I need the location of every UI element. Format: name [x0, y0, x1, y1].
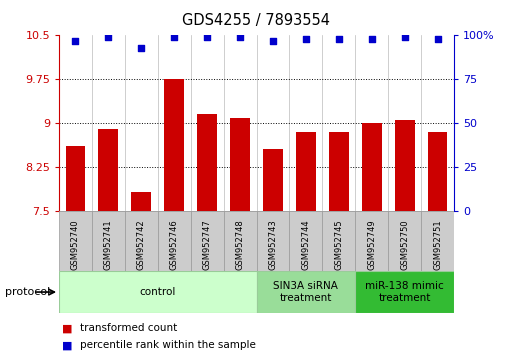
Bar	[329, 132, 349, 211]
Text: control: control	[140, 287, 176, 297]
Point	[170, 34, 179, 40]
Bar	[92, 211, 125, 271]
Text: GSM952746: GSM952746	[170, 219, 179, 270]
Bar	[322, 211, 355, 271]
Point	[368, 36, 376, 42]
Point	[302, 36, 310, 42]
Bar	[191, 211, 224, 271]
Bar	[394, 120, 415, 211]
Point	[236, 34, 244, 40]
Text: SIN3A siRNA
treatment: SIN3A siRNA treatment	[273, 281, 338, 303]
Bar	[296, 132, 315, 211]
Text: miR-138 mimic
treatment: miR-138 mimic treatment	[365, 281, 444, 303]
Point	[269, 38, 277, 44]
Text: GDS4255 / 7893554: GDS4255 / 7893554	[183, 13, 330, 28]
Bar	[388, 211, 421, 271]
Bar	[98, 129, 118, 211]
Text: GSM952747: GSM952747	[203, 219, 212, 270]
Bar	[428, 132, 447, 211]
Text: percentile rank within the sample: percentile rank within the sample	[80, 340, 255, 350]
Point	[401, 34, 409, 40]
Bar	[256, 211, 289, 271]
Text: GSM952741: GSM952741	[104, 219, 113, 270]
Bar	[355, 271, 454, 313]
Bar	[289, 211, 322, 271]
Point	[203, 34, 211, 40]
Text: ■: ■	[62, 340, 72, 350]
Bar	[59, 271, 256, 313]
Bar	[256, 271, 355, 313]
Text: transformed count: transformed count	[80, 323, 177, 333]
Bar	[230, 118, 250, 211]
Bar	[131, 192, 151, 211]
Text: GSM952742: GSM952742	[137, 219, 146, 270]
Text: GSM952744: GSM952744	[301, 219, 310, 270]
Bar	[421, 211, 454, 271]
Text: GSM952740: GSM952740	[71, 219, 80, 270]
Bar	[59, 211, 92, 271]
Text: GSM952750: GSM952750	[400, 219, 409, 270]
Bar	[263, 149, 283, 211]
Bar	[125, 211, 158, 271]
Bar	[224, 211, 256, 271]
Bar	[355, 211, 388, 271]
Text: GSM952749: GSM952749	[367, 219, 376, 270]
Text: GSM952751: GSM952751	[433, 219, 442, 270]
Text: GSM952748: GSM952748	[235, 219, 245, 270]
Point	[71, 38, 80, 44]
Point	[334, 36, 343, 42]
Text: GSM952743: GSM952743	[268, 219, 278, 270]
Bar	[197, 114, 217, 211]
Text: GSM952745: GSM952745	[334, 219, 343, 270]
Text: ■: ■	[62, 323, 72, 333]
Text: protocol: protocol	[5, 287, 50, 297]
Bar	[66, 147, 85, 211]
Point	[137, 45, 145, 51]
Bar	[158, 211, 191, 271]
Point	[433, 36, 442, 42]
Point	[104, 34, 112, 40]
Bar	[362, 123, 382, 211]
Bar	[164, 79, 184, 211]
